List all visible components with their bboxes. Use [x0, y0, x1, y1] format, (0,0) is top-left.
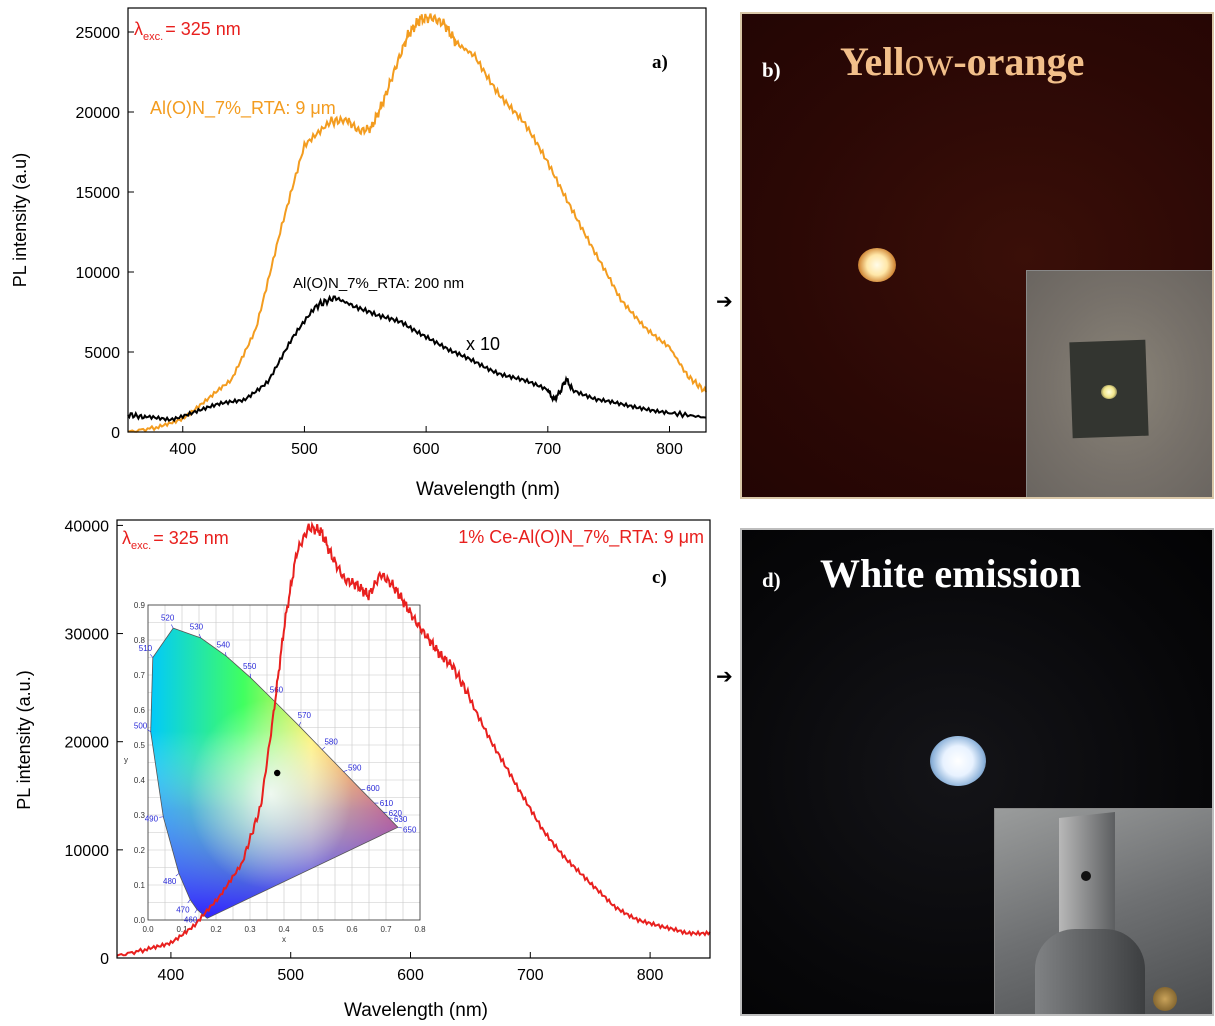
- sample-holder-base: [1035, 929, 1145, 1016]
- legend-series-9um: Al(O)N_7%_RTA: 9 μm: [150, 98, 336, 119]
- cie-y-tick-label: 0.5: [134, 741, 146, 750]
- cie-wavelength-label: 650: [403, 825, 417, 834]
- white-emission-spot: [930, 736, 986, 786]
- x-tick-label: 500: [277, 967, 304, 984]
- cie-x-tick-label: 0.0: [142, 925, 154, 934]
- series-line-0: [128, 14, 706, 432]
- y-tick-label: 20000: [76, 105, 121, 122]
- cie-x-tick-label: 0.7: [380, 925, 392, 934]
- legend-series-200nm: Al(O)N_7%_RTA: 200 nm: [293, 275, 464, 292]
- y-tick-label: 10000: [76, 265, 121, 282]
- y-tick-label: 10000: [65, 843, 110, 860]
- cie-y-tick-label: 0.1: [134, 881, 146, 890]
- cie-y-tick-label: 0.7: [134, 671, 146, 680]
- y-tick-label: 5000: [84, 345, 120, 362]
- chart-a-ticks: 400 500 600 700 800 0 5000 10000 15000 20000 25000: [76, 25, 683, 458]
- cie-x-tick-label: 0.8: [414, 925, 426, 934]
- x-tick-label: 800: [656, 441, 683, 458]
- cie-y-tick-label: 0.4: [134, 776, 146, 785]
- photo-d-title: White emission: [820, 550, 1081, 597]
- panel-label-a: a): [652, 52, 668, 73]
- chart-c-excitation-label: λexc. = 325 nm: [122, 528, 229, 552]
- cie-inset: 0.0 0.1 0.2 0.3 0.4 0.5 0.6 0.7 0.8 0.0 0.1 0.2 0.3 0…: [124, 601, 426, 944]
- cie-wavelength-label: 530: [190, 623, 204, 632]
- cie-y-tick-label: 0.6: [134, 706, 146, 715]
- x-tick-label: 600: [397, 967, 424, 984]
- chart-c-ylabel: PL intensity (a.u.): [14, 670, 34, 809]
- chart-a-xlabel: Wavelength (nm): [416, 479, 560, 500]
- cie-wavelength-label: 510: [139, 644, 153, 653]
- y-tick-label: 0: [111, 425, 120, 442]
- chart-a: 400 500 600 700 800 0 5000 10000 15000 20000 25000…: [0, 0, 715, 508]
- panel-label-c: c): [652, 567, 667, 588]
- cie-wavelength-label: 580: [324, 738, 338, 747]
- chart-c-xlabel: Wavelength (nm): [344, 1000, 488, 1021]
- chart-a-factor-label: x 10: [466, 334, 500, 354]
- photo-d: d) White emission: [740, 528, 1214, 1016]
- cie-x-tick-label: 0.4: [278, 925, 290, 934]
- cie-wavelength-label: 520: [161, 613, 175, 622]
- arrow-c-to-d: ➔: [716, 664, 733, 688]
- y-tick-label: 15000: [76, 185, 121, 202]
- y-tick-label: 25000: [76, 25, 121, 42]
- cie-x-tick-label: 0.3: [244, 925, 256, 934]
- panel-label-d: d): [762, 568, 781, 593]
- cie-wavelength-label: 600: [366, 784, 380, 793]
- holder-screw: [1153, 987, 1177, 1011]
- x-tick-label: 700: [534, 441, 561, 458]
- cie-wavelength-label: 490: [145, 814, 159, 823]
- chart-a-frame: [128, 8, 706, 432]
- inset-spot: [1101, 385, 1117, 399]
- cie-wavelength-label: 480: [163, 877, 177, 886]
- series-line-1: [128, 297, 706, 421]
- chart-a-excitation-label: λexc. = 325 nm: [134, 19, 241, 43]
- arrow-a-to-b: ➔: [716, 289, 733, 313]
- y-tick-label: 20000: [65, 735, 110, 752]
- cie-wavelength-label: 590: [348, 763, 362, 772]
- cie-wavelength-label: 470: [176, 905, 190, 914]
- x-tick-label: 400: [158, 967, 185, 984]
- cie-y-tick-label: 0.0: [134, 916, 146, 925]
- cie-wavelength-label: 610: [380, 799, 394, 808]
- cie-xlabel: x: [282, 935, 286, 944]
- chart-a-series: [128, 14, 706, 432]
- chart-c: 400 500 600 700 800 0 10000 20000 30000 40000 0.0…: [0, 508, 715, 1026]
- cie-wavelength-label: 540: [217, 640, 231, 649]
- photo-d-inset: [994, 808, 1214, 1016]
- cie-wavelength-label: 550: [243, 662, 257, 671]
- cie-wavelength-label: 500: [134, 721, 148, 730]
- photo-b: b) Yellow-orange: [740, 12, 1214, 499]
- y-tick-label: 40000: [65, 518, 110, 535]
- panel-label-b: b): [762, 58, 781, 83]
- x-tick-label: 400: [169, 441, 196, 458]
- x-tick-label: 600: [413, 441, 440, 458]
- photo-b-inset: [1026, 270, 1214, 498]
- cie-wavelength-label: 570: [298, 711, 312, 720]
- x-tick-label: 700: [517, 967, 544, 984]
- cie-x-tick-label: 0.2: [210, 925, 222, 934]
- x-tick-label: 500: [291, 441, 318, 458]
- y-tick-label: 0: [100, 951, 109, 968]
- legend-series-ce: 1% Ce-Al(O)N_7%_RTA: 9 μm: [458, 527, 704, 548]
- yellow-orange-spot: [858, 248, 896, 282]
- x-tick-label: 800: [637, 967, 664, 984]
- cie-wavelength-label: 630: [394, 815, 408, 824]
- holder-aperture: [1081, 871, 1091, 881]
- cie-x-tick-label: 0.6: [346, 925, 358, 934]
- cie-chromaticity-point: [274, 770, 280, 776]
- y-tick-label: 30000: [65, 627, 110, 644]
- cie-ylabel: y: [124, 756, 128, 765]
- photo-b-title: Yellow-orange: [840, 38, 1084, 85]
- cie-x-tick-label: 0.5: [312, 925, 324, 934]
- chart-a-ylabel: PL intensity (a.u): [10, 153, 30, 287]
- cie-y-tick-label: 0.9: [134, 601, 146, 610]
- cie-y-tick-label: 0.2: [134, 846, 146, 855]
